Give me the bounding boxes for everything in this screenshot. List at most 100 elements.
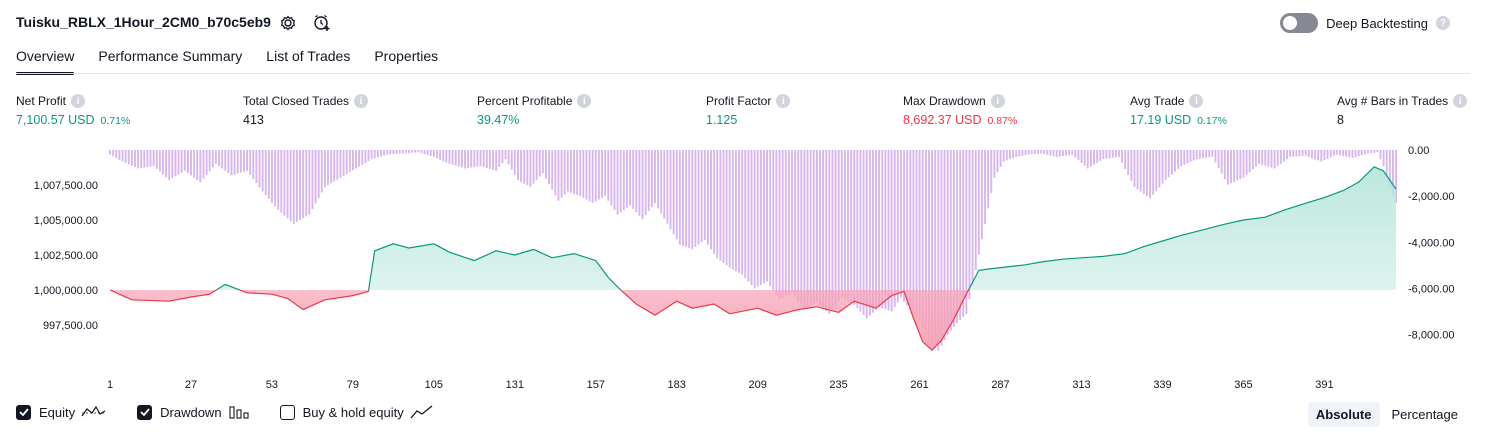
drawdown-bar: [585, 150, 588, 200]
drawdown-bar: [654, 150, 656, 204]
drawdown-bar: [613, 150, 616, 210]
strategy-title: Tuisku_RBLX_1Hour_2CM0_b70c5eb9: [16, 14, 271, 30]
drawdown-bar: [1080, 150, 1083, 163]
drawdown-bar: [401, 150, 404, 154]
drawdown-bar: [965, 150, 968, 314]
drawdown-bar: [277, 150, 280, 210]
drawdown-bar: [1223, 150, 1226, 180]
drawdown-bar: [242, 150, 245, 172]
drawdown-bar: [990, 150, 993, 194]
drawdown-bar: [921, 150, 924, 328]
x-axis-tick: 313: [1072, 379, 1090, 391]
drawdown-bar: [1317, 150, 1320, 161]
drawdown-bar: [199, 150, 202, 183]
drawdown-bar: [239, 150, 242, 173]
info-icon[interactable]: i: [1189, 94, 1204, 108]
stat-value: 17.19 USD: [1130, 113, 1192, 127]
drawdown-bar: [205, 150, 208, 175]
drawdown-bar: [498, 150, 501, 167]
drawdown-bar: [174, 150, 177, 177]
tab-performance-summary[interactable]: Performance Summary: [98, 48, 243, 64]
tab-overview[interactable]: Overview: [16, 48, 75, 75]
equity-drawdown-chart[interactable]: 1,007,500.00 1,005,000.00 1,002,500.00 1,00…: [0, 140, 1486, 402]
drawdown-bar: [202, 150, 205, 179]
drawdown-bar: [716, 150, 719, 259]
drawdown-bar: [812, 150, 815, 305]
drawdown-bar: [591, 150, 594, 204]
drawdown-bar: [246, 150, 249, 171]
add-alert-icon[interactable]: [312, 13, 332, 33]
drawdown-bar: [588, 150, 591, 202]
drawdown-bar: [909, 150, 912, 310]
drawdown-checkbox[interactable]: [137, 404, 153, 420]
drawdown-bar: [1320, 150, 1323, 162]
buy-hold-checkbox[interactable]: [279, 404, 295, 420]
drawdown-bar: [208, 150, 211, 172]
drawdown-bar: [501, 150, 504, 164]
info-icon[interactable]: i: [577, 94, 592, 108]
legend-buy-hold-equity[interactable]: Buy & hold equity: [279, 404, 434, 420]
tab-properties[interactable]: Properties: [374, 48, 439, 64]
info-icon[interactable]: i: [990, 94, 1005, 108]
drawdown-bar: [1052, 150, 1055, 157]
equity-checkbox[interactable]: [16, 404, 31, 420]
deep-backtesting-toggle[interactable]: [1280, 13, 1319, 33]
drawdown-bar: [1127, 150, 1130, 175]
drawdown-bar: [825, 150, 828, 311]
drawdown-bar: [644, 150, 647, 216]
drawdown-bar: [946, 150, 949, 335]
info-icon[interactable]: i: [71, 94, 86, 108]
drawdown-bar: [924, 150, 927, 335]
drawdown-bar: [1233, 150, 1236, 182]
drawdown-bar: [638, 150, 641, 216]
drawdown-bar: [962, 150, 965, 317]
drawdown-bar: [448, 150, 451, 164]
stat-value: 8: [1337, 113, 1344, 127]
drawdown-bar: [959, 150, 962, 320]
legend-drawdown[interactable]: Drawdown: [137, 404, 249, 420]
drawdown-bar: [355, 150, 357, 169]
settings-gear-icon[interactable]: [278, 13, 298, 33]
drawdown-bar: [146, 150, 149, 168]
tab-list-of-trades[interactable]: List of Trades: [266, 48, 351, 64]
drawdown-bar: [766, 150, 769, 282]
drawdown-bar: [769, 150, 772, 287]
drawdown-bar: [1158, 150, 1161, 188]
drawdown-bar: [956, 150, 958, 324]
info-icon[interactable]: i: [776, 94, 791, 108]
tab-divider: [16, 73, 1470, 74]
drawdown-bar: [937, 150, 940, 351]
drawdown-bar: [280, 150, 283, 213]
drawdown-bar: [432, 150, 435, 157]
drawdown-bar: [323, 150, 326, 187]
info-icon[interactable]: i: [354, 94, 369, 108]
drawdown-bar: [1021, 150, 1024, 156]
drawdown-bar: [1251, 150, 1254, 170]
drawdown-bar: [647, 150, 650, 212]
drawdown-bar: [700, 150, 703, 243]
tab-bar: Overview Performance Summary List of Tra…: [16, 48, 439, 75]
equity-line-negative: [109, 290, 970, 352]
drawdown-bar: [1183, 150, 1186, 165]
info-icon[interactable]: i: [1453, 94, 1468, 108]
drawdown-bar: [1391, 150, 1394, 195]
help-icon[interactable]: ?: [1436, 16, 1450, 30]
drawdown-bar: [333, 150, 336, 182]
stat-label: Avg # Bars in Trades: [1337, 94, 1449, 108]
drawdown-bar: [1379, 150, 1382, 160]
drawdown-bar: [155, 150, 158, 169]
equity-line-positive: [110, 166, 1397, 290]
drawdown-bar: [1186, 150, 1189, 164]
drawdown-bar: [1360, 150, 1363, 156]
equity-axis-tick: 997,500.00: [43, 320, 98, 332]
mode-percentage-button[interactable]: Percentage: [1391, 407, 1459, 422]
drawdown-bar: [286, 150, 289, 219]
drawdown-bar: [252, 150, 255, 180]
legend-equity[interactable]: Equity: [16, 404, 107, 420]
drawdown-bar: [903, 150, 906, 302]
mode-absolute-button[interactable]: Absolute: [1307, 402, 1380, 427]
drawdown-bar: [1027, 150, 1030, 155]
drawdown-axis-tick: -2,000.00: [1408, 191, 1454, 203]
drawdown-bar: [1152, 150, 1155, 195]
drawdown-bar: [759, 150, 762, 285]
